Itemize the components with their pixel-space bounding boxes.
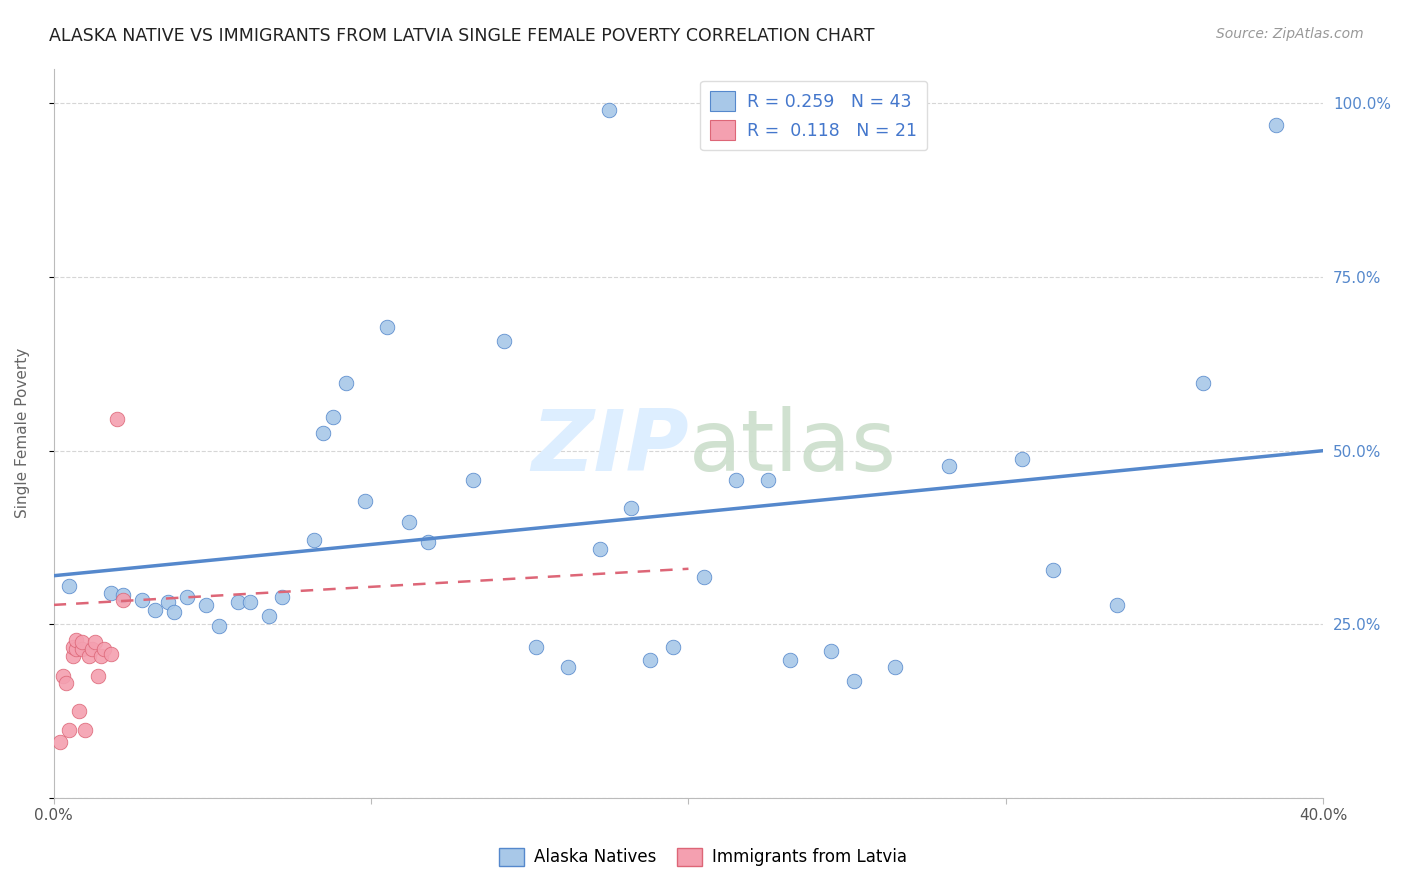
- Point: [67, 704, 90, 718]
- Point: [87, 669, 110, 683]
- Point: [143, 603, 166, 617]
- Y-axis label: Single Female Poverty: Single Female Poverty: [15, 348, 30, 518]
- Point: [55, 676, 77, 690]
- Point: [259, 609, 281, 624]
- Point: [524, 640, 547, 654]
- Point: [83, 634, 105, 648]
- Text: atlas: atlas: [689, 407, 897, 490]
- Point: [1191, 376, 1213, 390]
- Point: [1042, 563, 1064, 577]
- Point: [58, 579, 80, 593]
- Point: [226, 595, 249, 609]
- Legend: R = 0.259   N = 43, R =  0.118   N = 21: R = 0.259 N = 43, R = 0.118 N = 21: [700, 81, 928, 151]
- Point: [494, 334, 516, 348]
- Text: ALASKA NATIVE VS IMMIGRANTS FROM LATVIA SINGLE FEMALE POVERTY CORRELATION CHART: ALASKA NATIVE VS IMMIGRANTS FROM LATVIA …: [49, 27, 875, 45]
- Point: [398, 515, 420, 529]
- Point: [239, 595, 262, 609]
- Point: [335, 376, 357, 390]
- Point: [62, 648, 84, 663]
- Point: [725, 473, 748, 487]
- Point: [693, 570, 716, 584]
- Point: [65, 632, 87, 647]
- Point: [105, 412, 128, 426]
- Point: [312, 426, 335, 441]
- Point: [418, 535, 440, 549]
- Text: Source: ZipAtlas.com: Source: ZipAtlas.com: [1216, 27, 1364, 41]
- Point: [353, 493, 375, 508]
- Point: [557, 660, 579, 674]
- Point: [156, 595, 179, 609]
- Point: [77, 648, 100, 663]
- Point: [75, 723, 97, 737]
- Point: [93, 641, 115, 656]
- Point: [58, 723, 80, 737]
- Point: [883, 660, 905, 674]
- Point: [1011, 452, 1033, 467]
- Point: [70, 641, 93, 656]
- Legend: Alaska Natives, Immigrants from Latvia: Alaska Natives, Immigrants from Latvia: [492, 841, 914, 873]
- Point: [820, 644, 842, 658]
- Point: [938, 458, 960, 473]
- Point: [620, 500, 643, 515]
- Point: [80, 641, 103, 656]
- Point: [49, 735, 72, 749]
- Point: [100, 586, 122, 600]
- Point: [208, 619, 231, 633]
- Point: [1105, 598, 1128, 612]
- Point: [65, 641, 87, 656]
- Point: [375, 320, 398, 334]
- Point: [70, 634, 93, 648]
- Point: [640, 653, 662, 667]
- Point: [90, 648, 112, 663]
- Text: ZIP: ZIP: [531, 407, 689, 490]
- Point: [112, 588, 135, 602]
- Point: [756, 473, 779, 487]
- Point: [163, 605, 186, 619]
- Point: [100, 647, 122, 661]
- Point: [52, 669, 75, 683]
- Point: [842, 674, 865, 689]
- Point: [176, 590, 198, 604]
- Point: [62, 640, 84, 654]
- Point: [112, 593, 135, 607]
- Point: [588, 542, 610, 557]
- Point: [302, 533, 325, 547]
- Point: [194, 598, 217, 612]
- Point: [1264, 119, 1286, 133]
- Point: [131, 593, 153, 607]
- Point: [271, 590, 294, 604]
- Point: [598, 103, 620, 118]
- Point: [779, 653, 801, 667]
- Point: [661, 640, 683, 654]
- Point: [322, 410, 344, 425]
- Point: [461, 473, 484, 487]
